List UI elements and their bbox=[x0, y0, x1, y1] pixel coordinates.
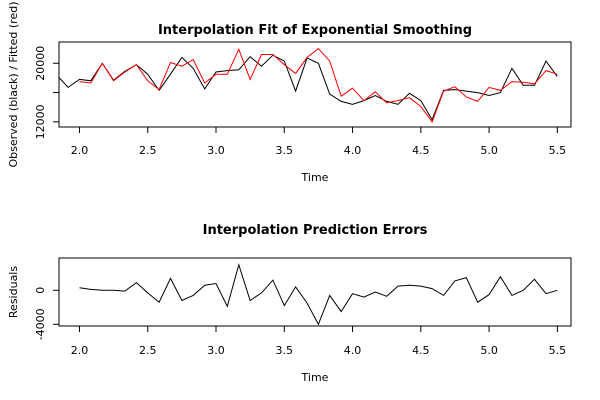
x-tick-label: 5.5 bbox=[549, 144, 567, 157]
chart-title: Interpolation Prediction Errors bbox=[203, 223, 428, 238]
y-tick-label: -4000 bbox=[34, 308, 47, 340]
series-line-2 bbox=[79, 47, 558, 123]
y-axis-label: Observed (black) / Fitted (red) bbox=[7, 2, 20, 168]
x-tick-label: 2.5 bbox=[139, 344, 157, 357]
x-tick-label: 3.0 bbox=[207, 144, 225, 157]
chart-panel-2 bbox=[53, 257, 572, 332]
y-tick-label: 12000 bbox=[34, 104, 47, 139]
y-tick-label: 0 bbox=[34, 287, 47, 294]
x-tick-label: 4.0 bbox=[344, 344, 362, 357]
x-tick-label: 4.5 bbox=[412, 144, 430, 157]
plot-frame bbox=[58, 257, 572, 327]
y-tick-label: 20000 bbox=[34, 46, 47, 81]
chart-panel-1 bbox=[53, 41, 572, 133]
series-line-1 bbox=[79, 263, 558, 326]
x-axis-label: Time bbox=[301, 171, 329, 184]
x-tick-label: 5.5 bbox=[549, 344, 567, 357]
x-tick-label: 2.5 bbox=[139, 144, 157, 157]
x-tick-label: 5.0 bbox=[480, 144, 498, 157]
x-axis-label: Time bbox=[301, 371, 329, 384]
x-tick-label: 3.5 bbox=[276, 344, 294, 357]
x-tick-label: 2.0 bbox=[71, 144, 89, 157]
x-tick-label: 5.0 bbox=[480, 344, 498, 357]
series-line-1 bbox=[59, 54, 558, 121]
y-axis-label: Residuals bbox=[7, 266, 20, 318]
x-tick-label: 4.5 bbox=[412, 344, 430, 357]
x-tick-label: 2.0 bbox=[71, 344, 89, 357]
x-tick-label: 3.0 bbox=[207, 344, 225, 357]
chart-title: Interpolation Fit of Exponential Smoothi… bbox=[158, 23, 472, 38]
plot-frame bbox=[58, 41, 572, 128]
x-tick-label: 4.0 bbox=[344, 144, 362, 157]
x-tick-label: 3.5 bbox=[276, 144, 294, 157]
